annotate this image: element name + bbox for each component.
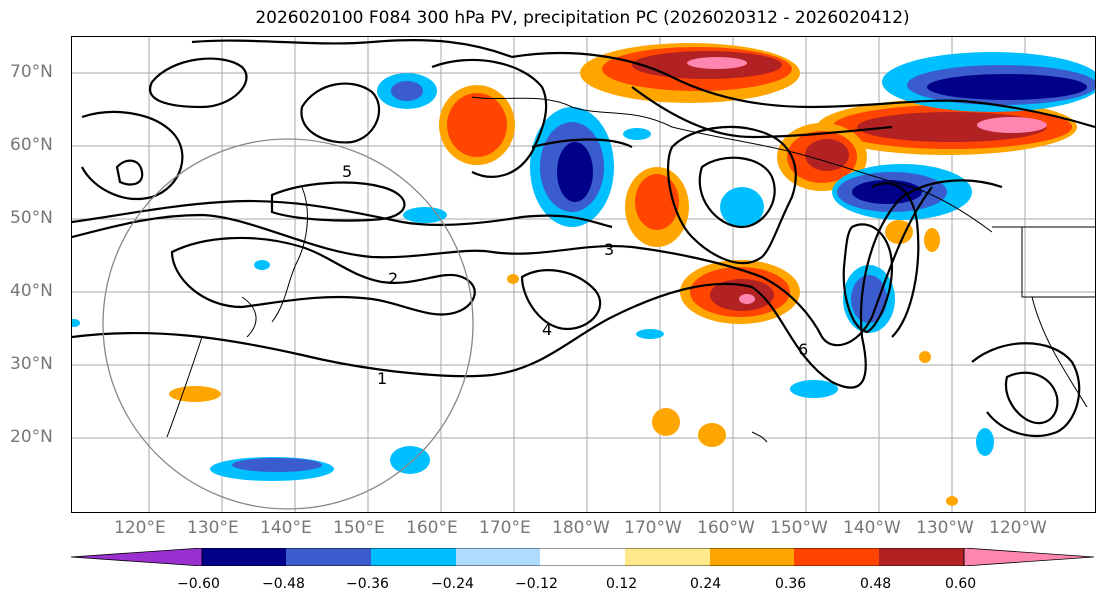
coastlines bbox=[166, 96, 1095, 443]
map-title: 2026020100 F084 300 hPa PV, precipitatio… bbox=[255, 8, 910, 28]
colorbar-extend-min bbox=[71, 548, 203, 566]
lat-label-70n: 70°N bbox=[10, 62, 53, 82]
colorbar-bin bbox=[540, 548, 625, 566]
map-canvas: 1 2 3 4 5 6 bbox=[72, 37, 1095, 512]
colorbar-bin bbox=[202, 548, 286, 566]
lat-label-30n: 30°N bbox=[10, 354, 53, 374]
contour-label-6: 6 bbox=[798, 340, 808, 359]
colorbar-extend-max bbox=[963, 548, 1094, 566]
colorbar-bin bbox=[625, 548, 710, 566]
lon-label-130w: 130°W bbox=[916, 518, 974, 538]
lon-label-150e: 150°E bbox=[333, 518, 385, 538]
colorbar bbox=[71, 548, 1094, 566]
colorbar-bin bbox=[371, 548, 456, 566]
lon-label-180w: 180°W bbox=[552, 518, 610, 538]
contour-label-1: 1 bbox=[377, 369, 387, 388]
range-circle bbox=[102, 138, 474, 510]
contour-label-2: 2 bbox=[388, 269, 398, 288]
lat-label-60n: 60°N bbox=[10, 135, 53, 155]
colorbar-bin bbox=[286, 548, 371, 566]
colorbar-tick: 0.12 bbox=[606, 576, 638, 592]
colorbar-bin bbox=[879, 548, 964, 566]
colorbar-tick: −0.48 bbox=[262, 576, 305, 592]
colorbar-tick: −0.36 bbox=[346, 576, 389, 592]
colorbar-tick: 0.36 bbox=[775, 576, 807, 592]
lon-label-150w: 150°W bbox=[770, 518, 828, 538]
colorbar-tick: −0.60 bbox=[177, 576, 220, 592]
lon-label-120w: 120°W bbox=[989, 518, 1047, 538]
lon-label-170e: 170°E bbox=[479, 518, 531, 538]
lon-label-160w: 160°W bbox=[697, 518, 755, 538]
colorbar-bin bbox=[710, 548, 794, 566]
map-panel: 1 2 3 4 5 6 bbox=[71, 36, 1096, 513]
lon-label-120e: 120°E bbox=[114, 518, 166, 538]
lat-label-40n: 40°N bbox=[10, 281, 53, 301]
colorbar-tick: 0.24 bbox=[690, 576, 722, 592]
lon-label-130e: 130°E bbox=[187, 518, 239, 538]
lon-label-140e: 140°E bbox=[260, 518, 312, 538]
contour-label-4: 4 bbox=[542, 320, 552, 339]
lon-label-170w: 170°W bbox=[624, 518, 682, 538]
colorbar-tick: −0.24 bbox=[431, 576, 474, 592]
colorbar-bin bbox=[794, 548, 879, 566]
contour-label-3: 3 bbox=[604, 240, 614, 259]
lon-label-160e: 160°E bbox=[406, 518, 458, 538]
colorbar-tick: −0.12 bbox=[515, 576, 558, 592]
lat-label-50n: 50°N bbox=[10, 208, 53, 228]
colorbar-tick: 0.60 bbox=[945, 576, 977, 592]
colorbar-tick: 0.48 bbox=[860, 576, 892, 592]
colorbar-bin bbox=[456, 548, 540, 566]
lon-label-140w: 140°W bbox=[843, 518, 901, 538]
contour-label-5: 5 bbox=[342, 162, 352, 181]
precip-negative-shading bbox=[72, 52, 1095, 481]
precip-positive-shading bbox=[169, 43, 1077, 506]
lat-label-20n: 20°N bbox=[10, 427, 53, 447]
